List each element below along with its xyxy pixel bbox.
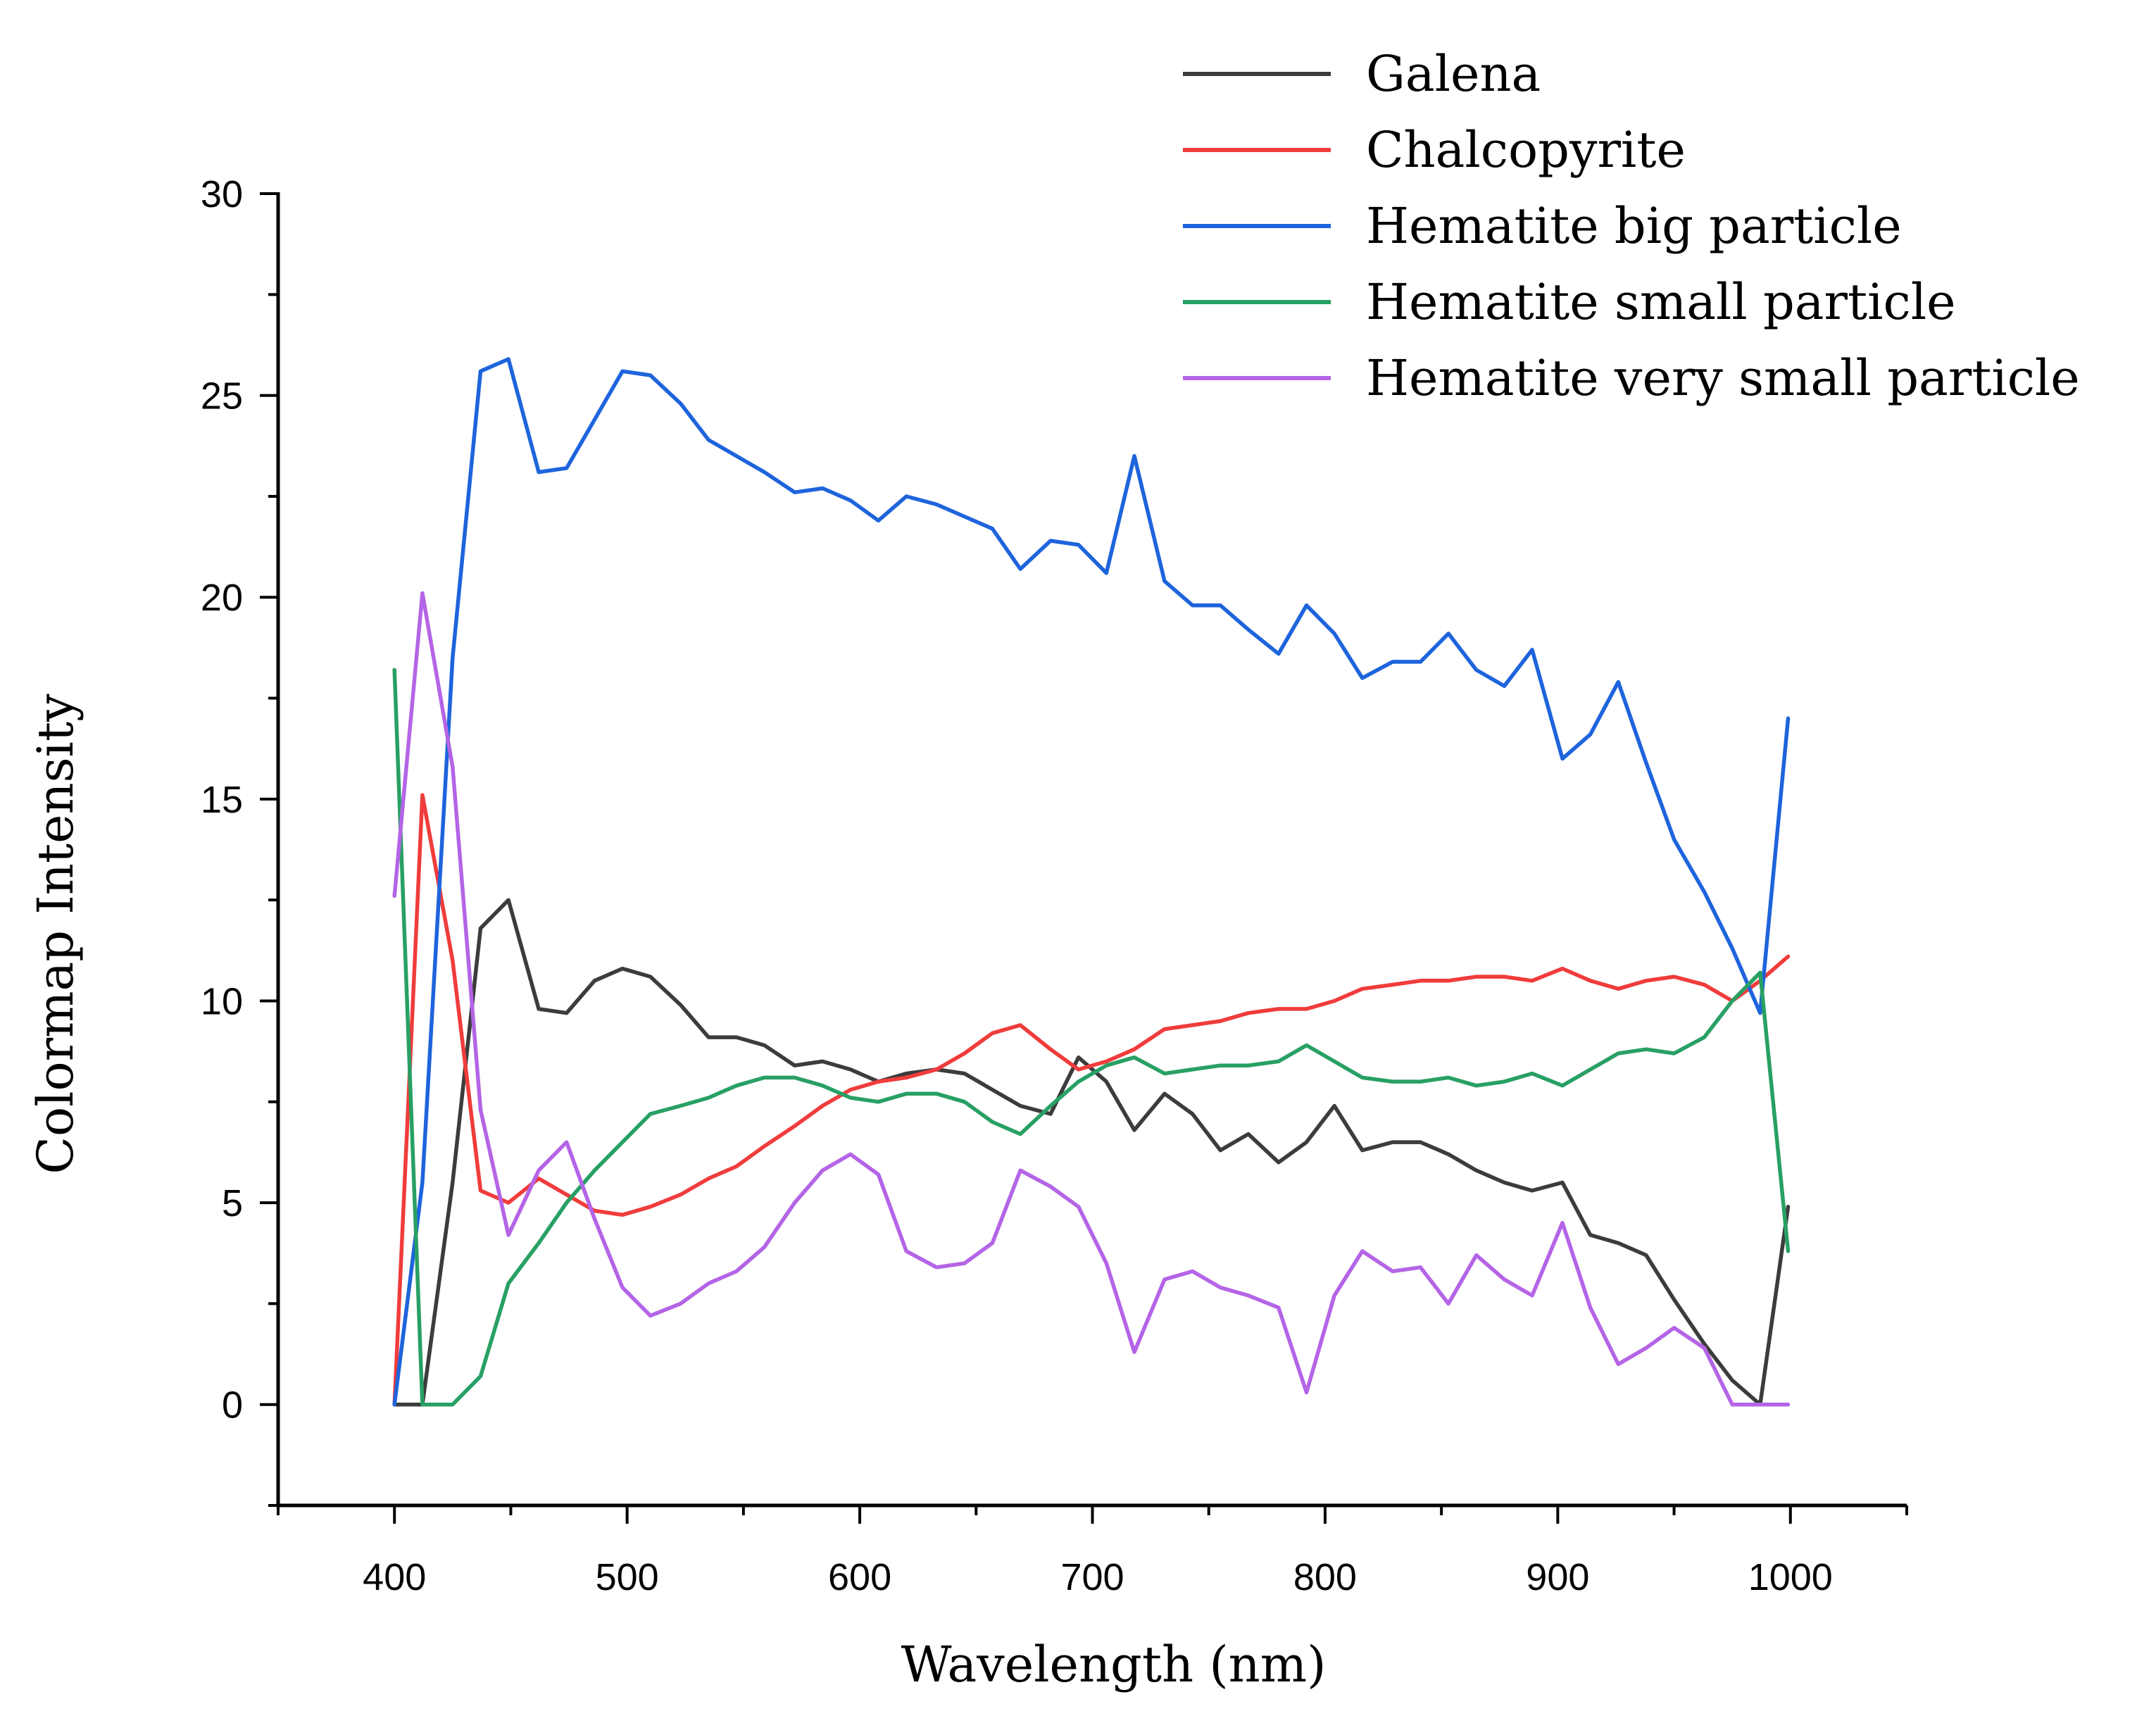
- y-tick-label: 25: [201, 375, 243, 418]
- x-axis-title: Wavelength (nm): [901, 1636, 1327, 1693]
- legend-label-hematite-very-small-particle: Hematite very small particle: [1366, 349, 2080, 407]
- y-tick-label: 5: [222, 1182, 243, 1224]
- y-axis-title: Colormap Intensity: [27, 694, 84, 1174]
- y-tick-label: 10: [201, 980, 243, 1022]
- series-line-hematite-very-small-particle: [392, 591, 1791, 1407]
- legend: Galena Chalcopyrite Hematite big particle H…: [1183, 45, 2080, 407]
- y-tick-label: 30: [201, 173, 243, 215]
- x-tick-label: 1000: [1748, 1556, 1833, 1598]
- legend-label-galena: Galena: [1366, 45, 1541, 103]
- x-tick-label: 600: [828, 1556, 891, 1598]
- y-tick-label: 15: [201, 779, 243, 821]
- x-tick-label: 400: [363, 1556, 426, 1598]
- legend-label-chalcopyrite: Chalcopyrite: [1366, 121, 1686, 179]
- legend-label-hematite-small-particle: Hematite small particle: [1366, 273, 1956, 331]
- x-tick-label: 800: [1293, 1556, 1357, 1598]
- plot-series: [392, 357, 1791, 1407]
- x-ticks: 400 500 600 700 800 900 1000: [277, 1505, 1908, 1598]
- series-line-galena: [392, 898, 1791, 1407]
- series-line-hematite-small-particle: [392, 668, 1791, 1407]
- y-tick-label: 0: [222, 1384, 243, 1427]
- x-tick-label: 500: [596, 1556, 659, 1598]
- series-line-chalcopyrite: [392, 793, 1791, 1407]
- series-line-hematite-big-particle: [392, 357, 1791, 1407]
- y-tick-label: 20: [201, 577, 243, 619]
- legend-label-hematite-big-particle: Hematite big particle: [1366, 197, 1902, 255]
- x-tick-label: 900: [1526, 1556, 1589, 1598]
- y-ticks: 0 5 10 15 20 25 30: [201, 173, 278, 1507]
- x-tick-label: 700: [1060, 1556, 1124, 1598]
